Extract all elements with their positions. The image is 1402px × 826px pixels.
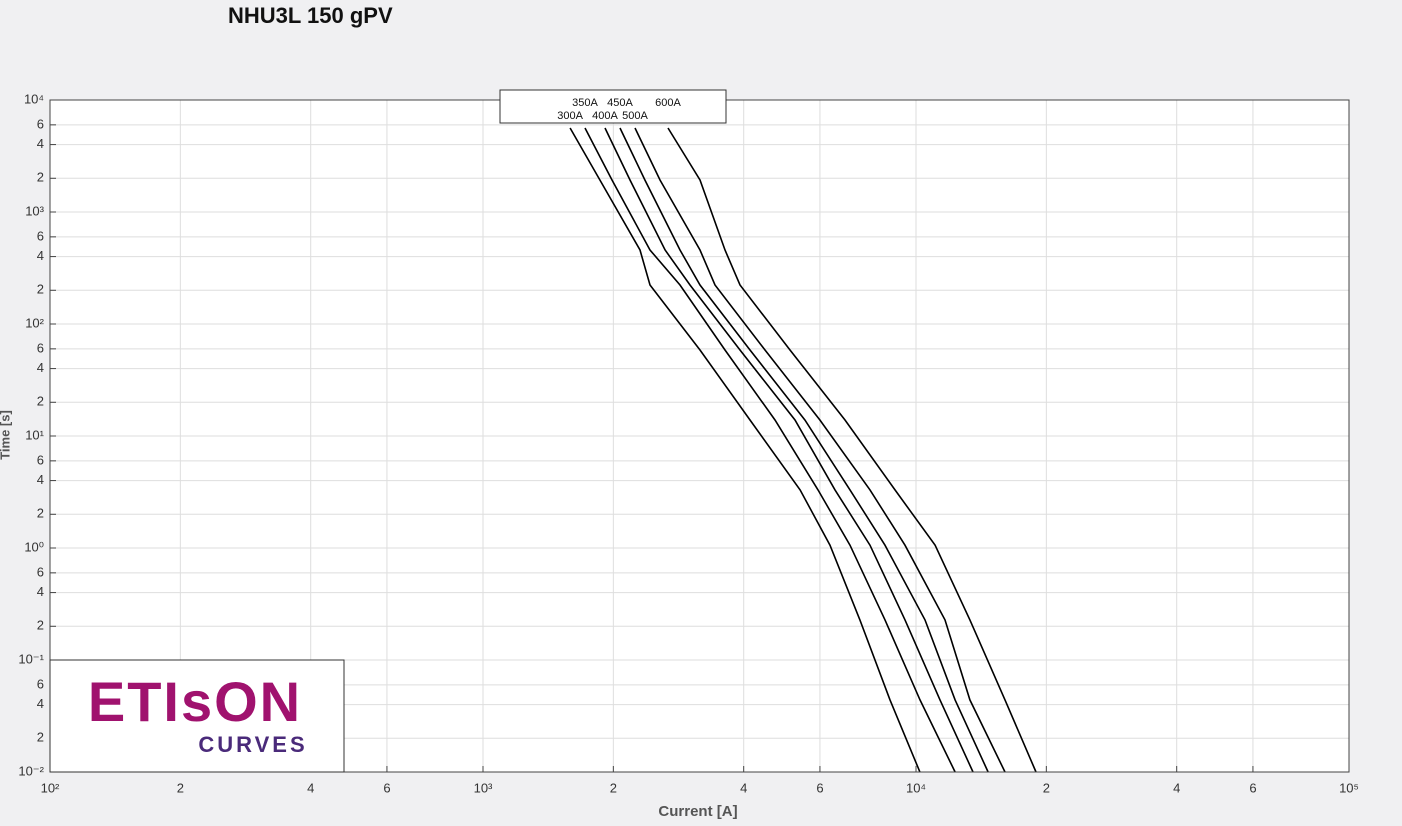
y-tick-label: 2 bbox=[37, 282, 44, 297]
legend-entry: 400A bbox=[592, 110, 618, 122]
chart-title: NHU3L 150 gPV bbox=[228, 3, 393, 28]
x-axis-label: Current [A] bbox=[658, 803, 737, 820]
x-tick-label: 4 bbox=[740, 780, 747, 795]
x-tick-label: 6 bbox=[1249, 780, 1256, 795]
y-tick-label: 4 bbox=[37, 696, 44, 711]
y-tick-label: 6 bbox=[37, 452, 44, 467]
curves bbox=[569, 127, 1037, 773]
y-tick-label: 2 bbox=[37, 394, 44, 409]
x-tick-label: 10⁴ bbox=[906, 780, 926, 795]
y-tick-label: 10⁻² bbox=[18, 763, 44, 778]
y-tick-label: 10³ bbox=[25, 203, 44, 218]
x-tick-label: 4 bbox=[307, 780, 314, 795]
y-tick-label: 6 bbox=[37, 676, 44, 691]
logo-sub: CURVES bbox=[198, 732, 307, 757]
curve bbox=[604, 127, 974, 773]
logo-brand: ETIsON bbox=[88, 670, 302, 733]
x-tick-label: 10⁵ bbox=[1339, 780, 1359, 795]
y-axis-label: Time [s] bbox=[0, 410, 12, 460]
y-tick-label: 6 bbox=[37, 228, 44, 243]
y-tick-label: 4 bbox=[37, 360, 44, 375]
x-tick-label: 4 bbox=[1173, 780, 1180, 795]
x-tick-label: 2 bbox=[177, 780, 184, 795]
y-tick-label: 4 bbox=[37, 248, 44, 263]
curve bbox=[619, 127, 989, 773]
y-tick-label: 2 bbox=[37, 730, 44, 745]
legend-entry: 450A bbox=[607, 97, 633, 109]
y-tick-label: 2 bbox=[37, 506, 44, 521]
y-tick-label: 6 bbox=[37, 564, 44, 579]
y-tick-label: 4 bbox=[37, 136, 44, 151]
y-tick-label: 4 bbox=[37, 472, 44, 487]
y-tick-label: 10⁻¹ bbox=[18, 651, 44, 666]
y-tick-label: 2 bbox=[37, 618, 44, 633]
y-tick-label: 6 bbox=[37, 116, 44, 131]
y-tick-label: 10⁰ bbox=[24, 539, 44, 554]
y-tick-label: 10¹ bbox=[25, 427, 44, 442]
curve bbox=[569, 127, 921, 773]
legend-entry: 350A bbox=[572, 97, 598, 109]
logo-box bbox=[49, 659, 345, 773]
y-tick-label: 4 bbox=[37, 584, 44, 599]
legend bbox=[499, 89, 727, 124]
y-tick-label: 6 bbox=[37, 340, 44, 355]
x-tick-label: 6 bbox=[383, 780, 390, 795]
curve bbox=[634, 127, 1006, 773]
legend-entry: 300A bbox=[557, 110, 583, 122]
legend-entry: 500A bbox=[622, 110, 648, 122]
curve bbox=[667, 127, 1037, 773]
legend-entry: 600A bbox=[655, 97, 681, 109]
x-tick-label: 10² bbox=[41, 780, 60, 795]
y-tick-label: 10² bbox=[25, 315, 44, 330]
x-tick-label: 2 bbox=[610, 780, 617, 795]
x-tick-label: 6 bbox=[816, 780, 823, 795]
y-tick-label: 10⁴ bbox=[24, 91, 44, 106]
y-tick-label: 2 bbox=[37, 170, 44, 185]
x-tick-label: 10³ bbox=[474, 780, 493, 795]
curve bbox=[584, 127, 956, 773]
x-tick-label: 2 bbox=[1043, 780, 1050, 795]
